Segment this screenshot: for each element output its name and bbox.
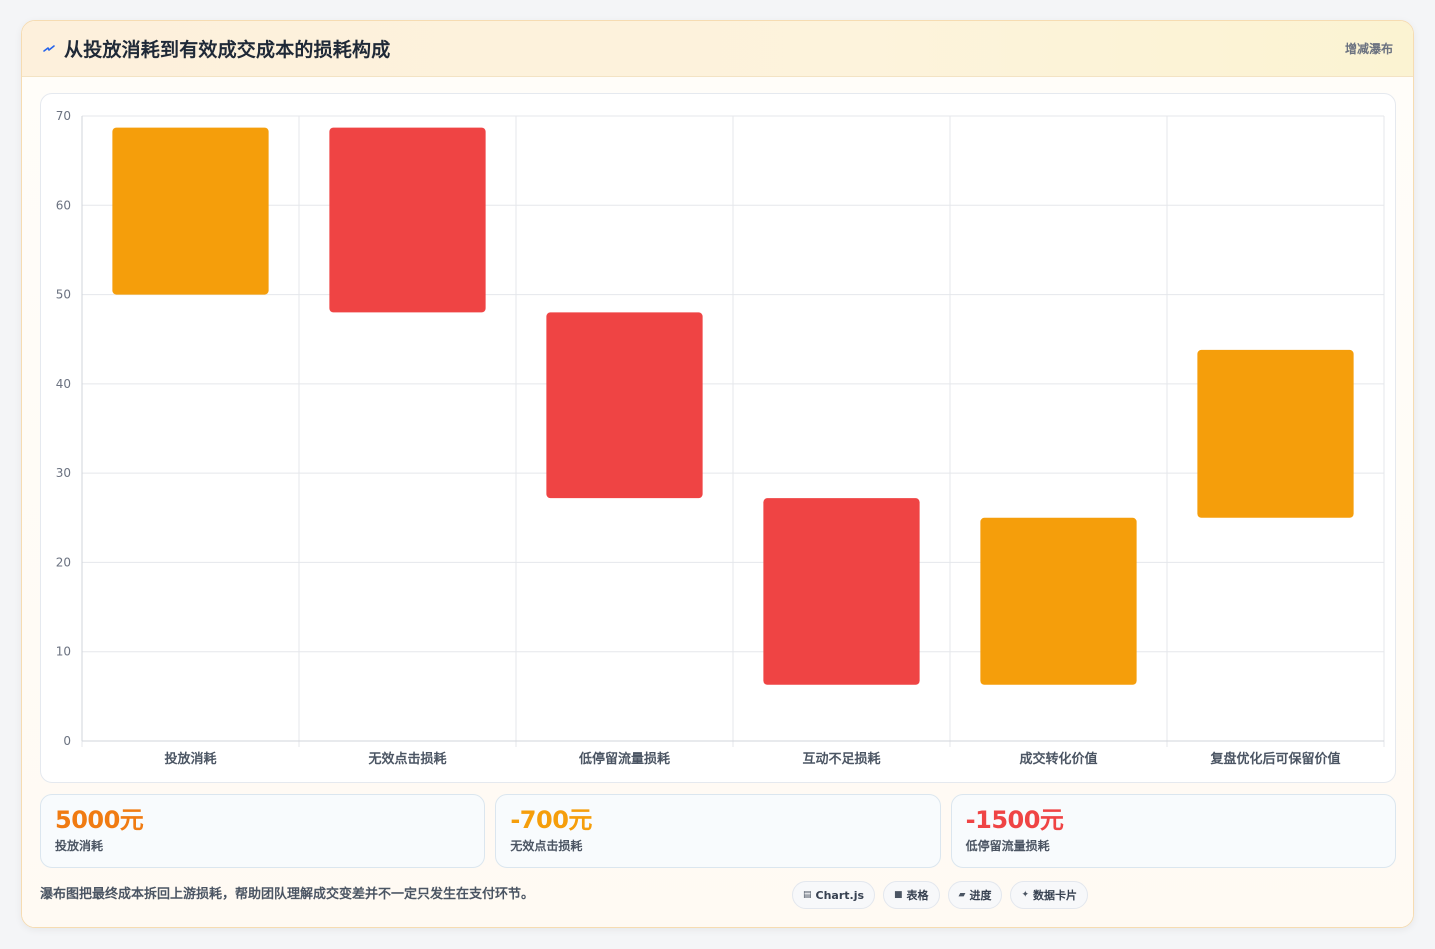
- x-tick-label: 无效点击损耗: [367, 751, 446, 767]
- y-tick-label: 60: [56, 198, 71, 212]
- bar-6: [1197, 349, 1354, 518]
- chart-panel: 0 10 20 30 40 50 60 70 投放消耗 无效点击损耗 低停留流量损耗 互动不足损耗 成交…: [40, 93, 1396, 783]
- tag-label: 数据卡片: [1033, 889, 1078, 902]
- waterfall-chart: 0 10 20 30 40 50 60 70 投放消耗 无效点击损耗 低停留流量损耗 互动不足损耗 成交…: [56, 109, 1385, 767]
- bar-5: [980, 517, 1137, 685]
- tag-table[interactable]: ■ 表格: [883, 881, 940, 909]
- lightning-icon: [42, 42, 56, 56]
- stat-label: 投放消耗: [55, 839, 104, 853]
- stat-card-invalid-click: -700元 无效点击损耗: [495, 794, 941, 868]
- bar-2: [329, 127, 486, 313]
- tech-tags: ▤ Chart.js ■ 表格 ▰ 进度 ✦ 数据卡片: [792, 881, 1089, 909]
- stat-cards: 5000元 投放消耗 -700元 无效点击损耗 -1500元 低停留流量损耗: [40, 794, 1396, 868]
- y-tick-label: 0: [63, 734, 71, 748]
- stat-label: 无效点击损耗: [510, 839, 583, 853]
- stat-card-spend: 5000元 投放消耗: [40, 794, 486, 868]
- chart-card: 从投放消耗到有效成交成本的损耗构成 增减瀑布 0 10 20 30 40 50 60 70 投放…: [21, 20, 1414, 928]
- stat-card-low-stay: -1500元 低停留流量损耗: [950, 794, 1396, 868]
- x-tick-label: 成交转化价值: [1019, 751, 1097, 767]
- y-tick-label: 20: [56, 555, 71, 569]
- x-tick-label: 投放消耗: [164, 751, 216, 767]
- tag-progress[interactable]: ▰ 进度: [947, 881, 1003, 909]
- stat-value: 5000元: [55, 806, 144, 834]
- footer-note: 瀑布图把最终成本拆回上游损耗，帮助团队理解成交变差并不一定只发生在支付环节。: [40, 887, 535, 902]
- card-icon: ✦: [1021, 890, 1030, 900]
- x-tick-label: 互动不足损耗: [802, 751, 880, 767]
- tag-chartjs[interactable]: ▤ Chart.js: [792, 881, 876, 909]
- tag-label: Chart.js: [815, 888, 865, 902]
- x-tick-label: 复盘优化后可保留价值: [1209, 751, 1340, 767]
- y-tick-label: 50: [56, 288, 71, 302]
- tag-data-card[interactable]: ✦ 数据卡片: [1010, 881, 1089, 909]
- bar-4: [763, 498, 920, 685]
- tag-label: 进度: [969, 889, 992, 902]
- y-tick-label: 10: [56, 645, 71, 659]
- y-tick-label: 40: [56, 377, 71, 391]
- progress-icon: ▰: [958, 890, 966, 900]
- bar-1: [112, 127, 269, 295]
- stat-value: -1500元: [965, 806, 1064, 834]
- y-tick-label: 30: [56, 466, 71, 480]
- x-tick-label: 低停留流量损耗: [578, 751, 670, 767]
- table-icon: ■: [894, 890, 903, 900]
- card-header: 从投放消耗到有效成交成本的损耗构成 增减瀑布: [22, 21, 1413, 77]
- chart-type-badge: 增减瀑布: [1344, 42, 1393, 56]
- page-title: 从投放消耗到有效成交成本的损耗构成: [64, 39, 391, 61]
- y-tick-label: 70: [56, 109, 71, 123]
- bar-3: [546, 312, 703, 499]
- stat-label: 低停留流量损耗: [965, 839, 1050, 853]
- chart-icon: ▤: [803, 890, 812, 900]
- stat-value: -700元: [510, 806, 592, 834]
- tag-label: 表格: [906, 889, 929, 902]
